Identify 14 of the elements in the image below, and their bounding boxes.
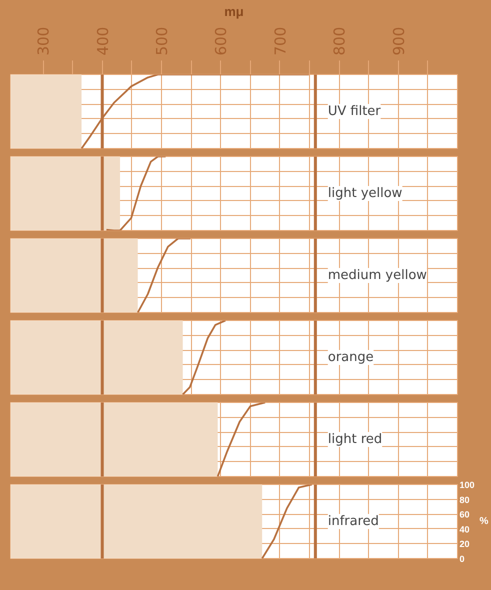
y-tick-label: 20: [460, 539, 470, 550]
text: light yellow: [328, 186, 403, 201]
text: medium yellow: [328, 268, 428, 283]
y-axis-title: %: [480, 516, 489, 527]
text: UV filter: [328, 104, 382, 119]
x-axis-title: mμ: [224, 4, 244, 19]
text: orange: [328, 350, 374, 365]
y-tick-label: 60: [460, 510, 470, 520]
y-tick-label: 80: [460, 494, 470, 505]
text: light red: [328, 432, 382, 447]
y-tick-label: 100: [460, 480, 475, 490]
text: infrared: [328, 514, 379, 529]
y-tick-label: 40: [460, 524, 470, 534]
y-tick-label: 0: [460, 554, 465, 564]
